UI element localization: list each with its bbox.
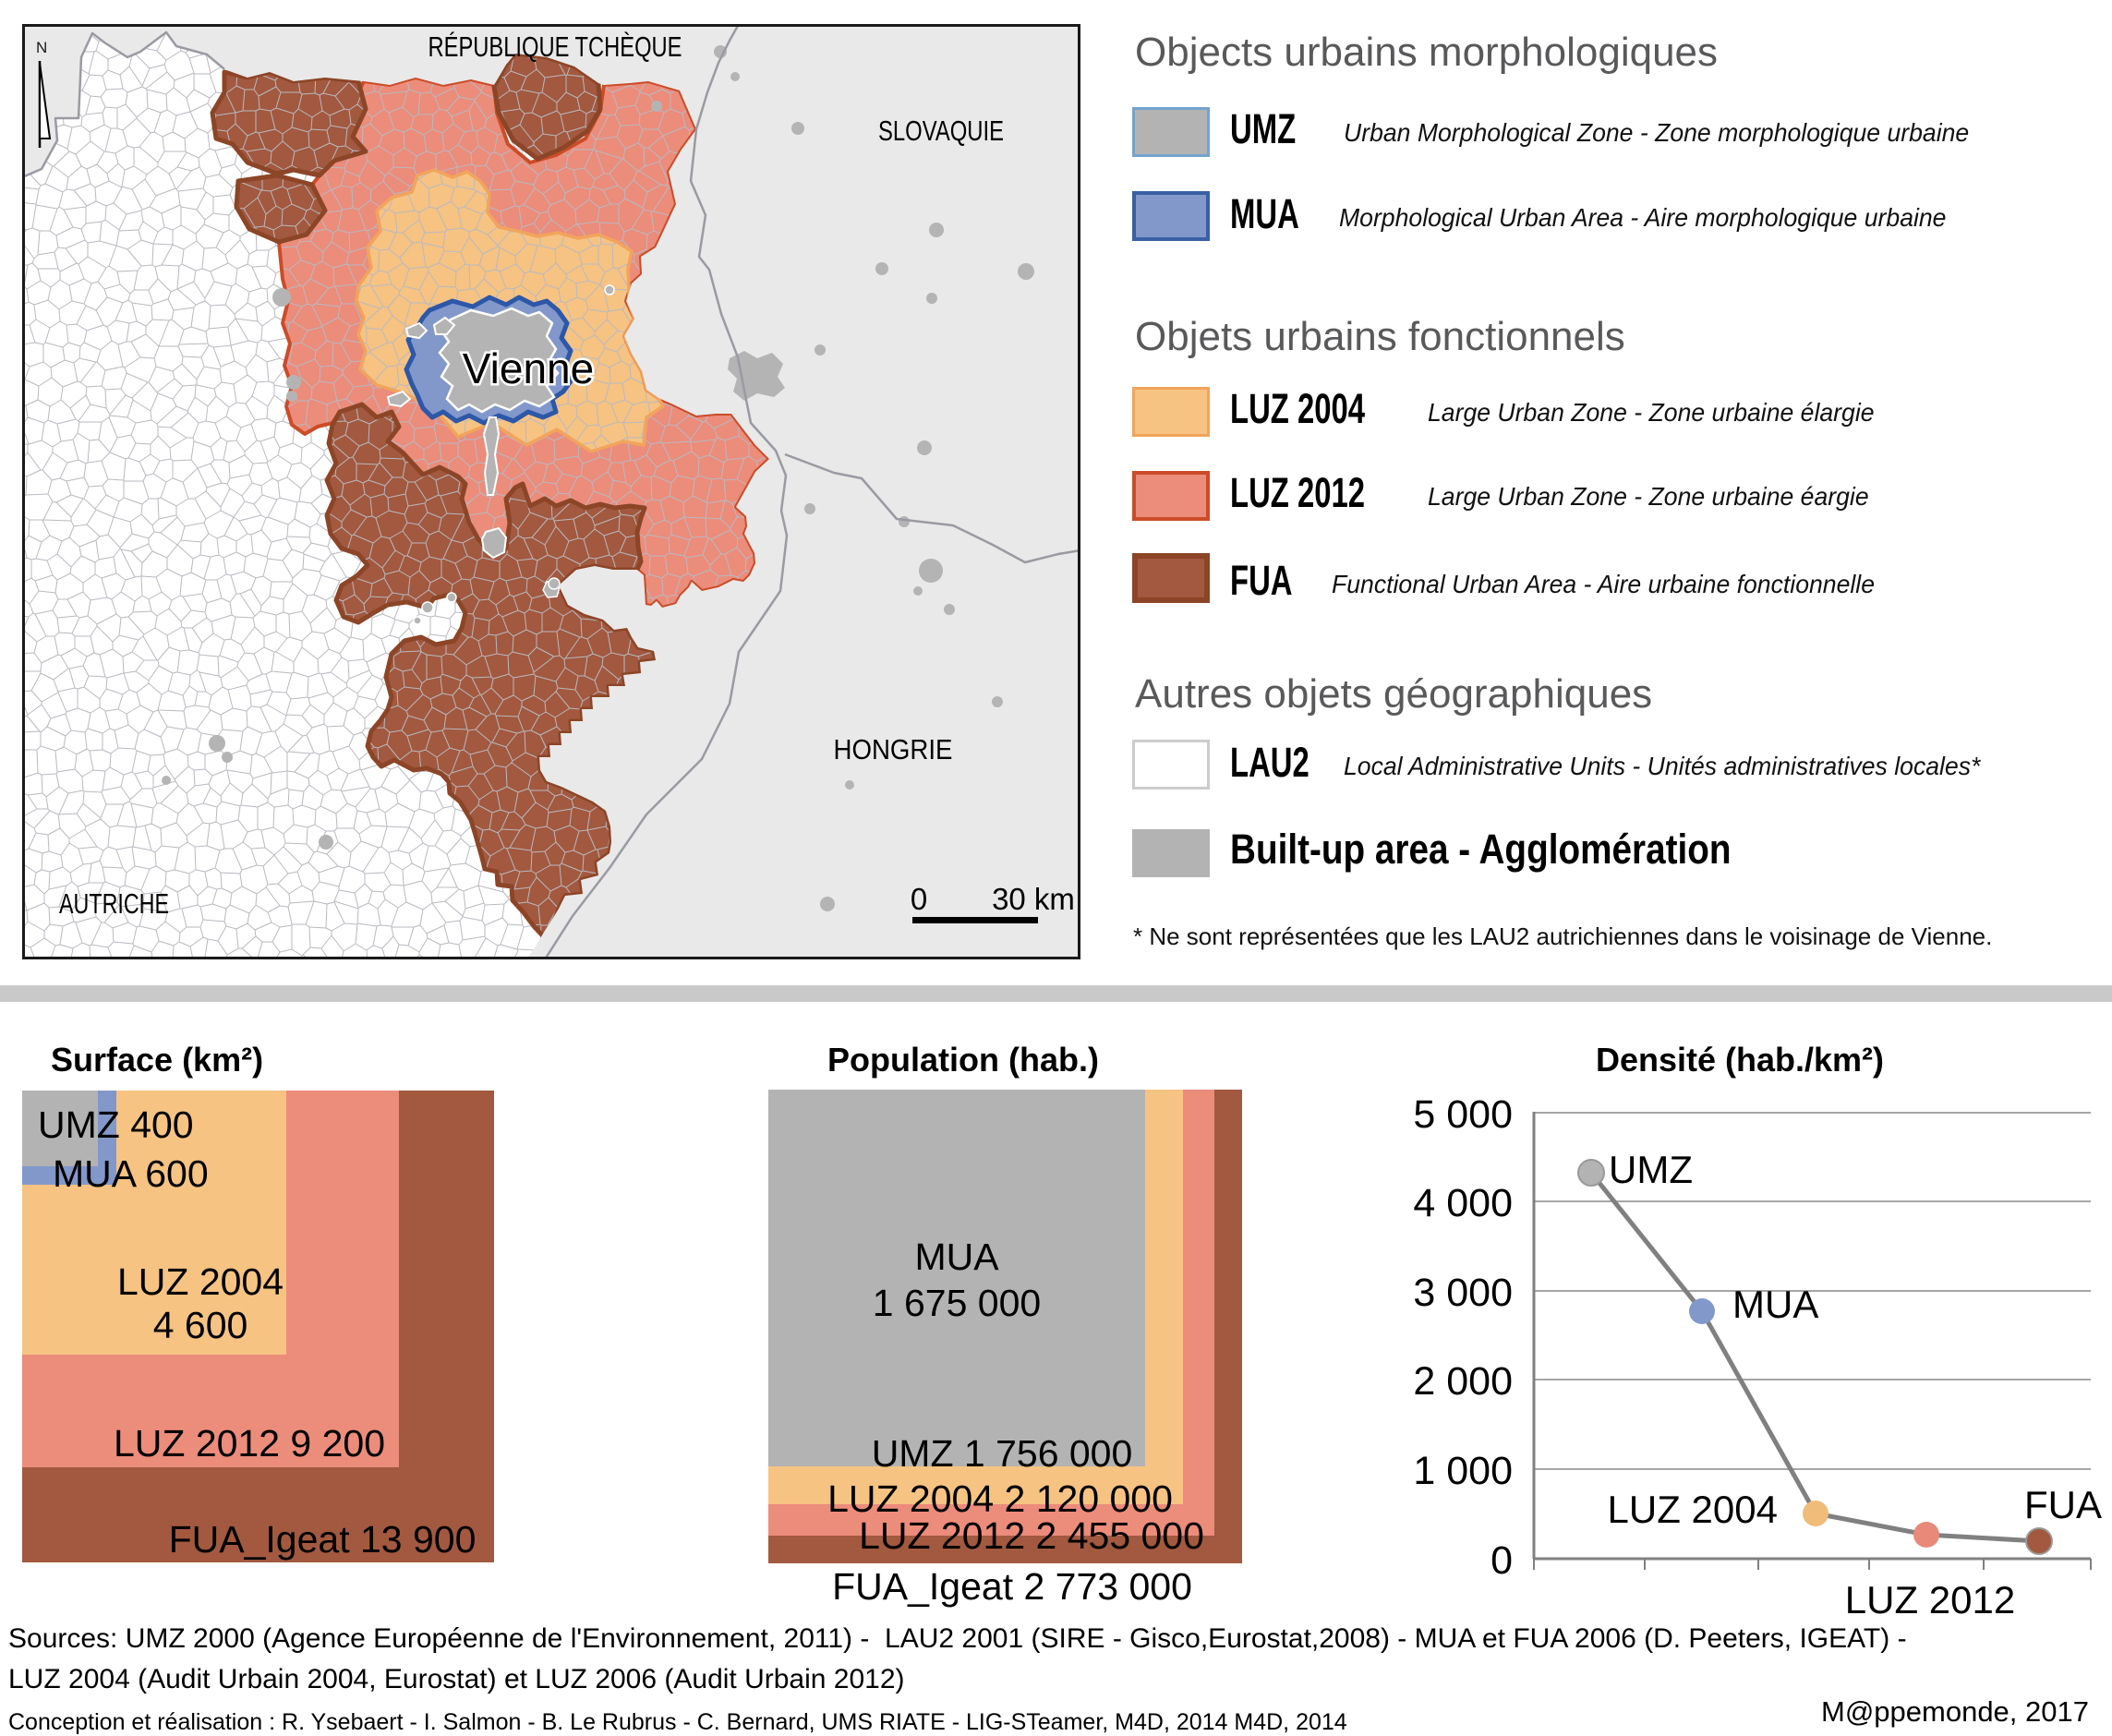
svg-text:Vienne: Vienne xyxy=(463,344,594,392)
svg-text:LUZ 2004: LUZ 2004 xyxy=(1608,1488,1778,1531)
svg-text:30 km: 30 km xyxy=(992,882,1075,916)
svg-text:Densité (hab./km²): Densité (hab./km²) xyxy=(1596,1041,1884,1079)
svg-text:0: 0 xyxy=(1490,1538,1513,1583)
svg-text:SLOVAQUIE: SLOVAQUIE xyxy=(878,115,1004,147)
svg-text:MUA: MUA xyxy=(1732,1283,1818,1326)
svg-text:2 000: 2 000 xyxy=(1413,1359,1513,1404)
svg-text:0: 0 xyxy=(911,882,927,916)
svg-text:4 000: 4 000 xyxy=(1413,1181,1513,1225)
svg-text:HONGRIE: HONGRIE xyxy=(834,733,953,766)
svg-text:5 000: 5 000 xyxy=(1413,1092,1513,1137)
svg-text:3 000: 3 000 xyxy=(1413,1271,1513,1315)
svg-text:RÉPUBLIQUE TCHÈQUE: RÉPUBLIQUE TCHÈQUE xyxy=(428,30,682,63)
svg-text:N: N xyxy=(36,39,47,56)
svg-text:FUA: FUA xyxy=(2024,1483,2102,1526)
svg-text:LUZ 2012: LUZ 2012 xyxy=(1845,1578,2015,1621)
svg-text:UMZ: UMZ xyxy=(1609,1148,1693,1191)
svg-text:1 000: 1 000 xyxy=(1413,1449,1513,1493)
svg-text:AUTRICHE: AUTRICHE xyxy=(59,887,169,920)
